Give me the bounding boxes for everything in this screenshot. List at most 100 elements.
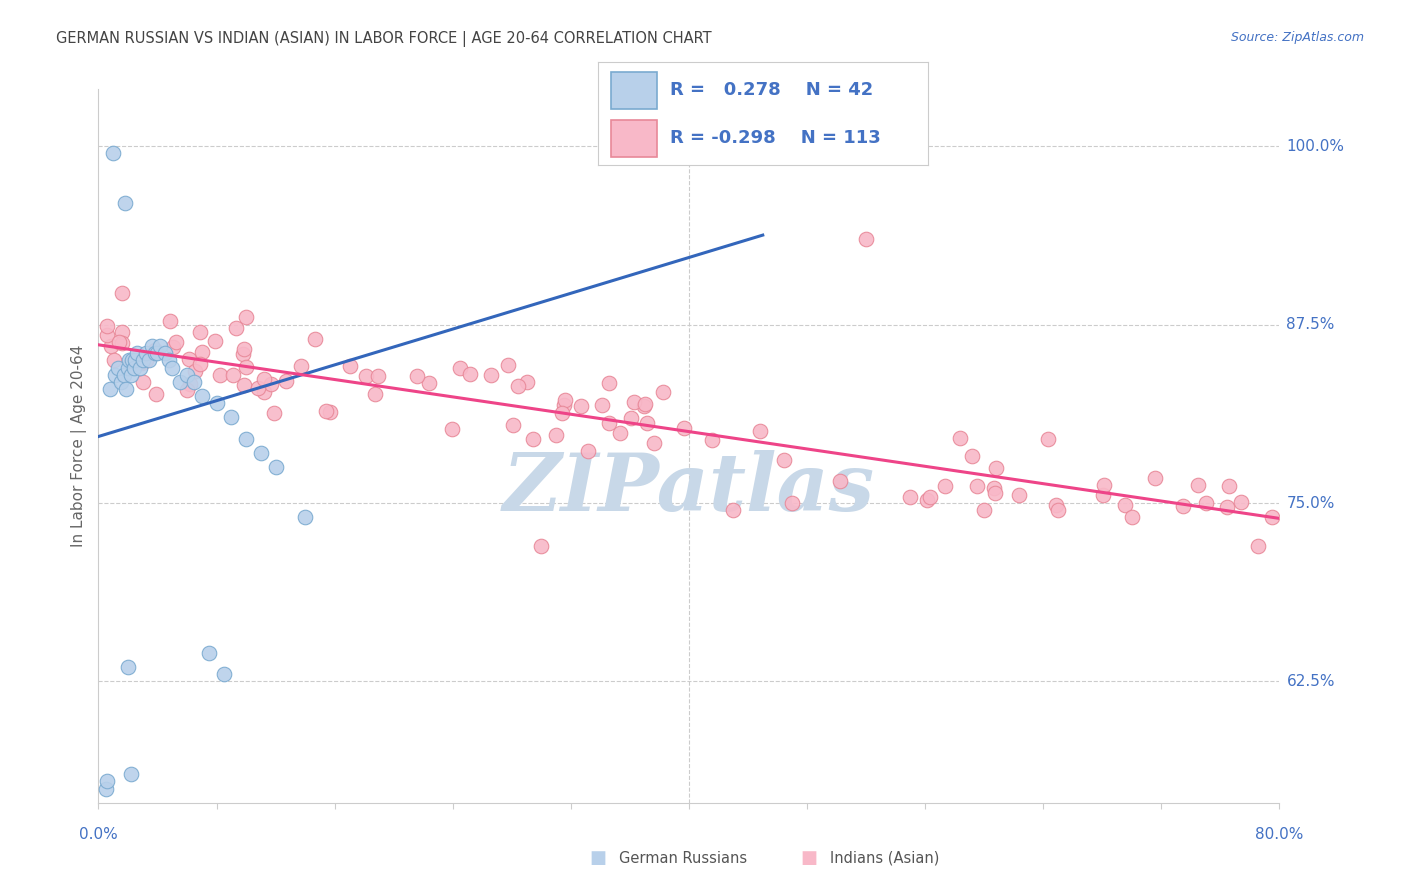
Point — [553, 398, 575, 412]
Point — [252, 384, 274, 399]
Point — [633, 399, 655, 413]
Point — [100, 339, 122, 353]
Point — [1045, 498, 1067, 512]
Point — [773, 453, 796, 467]
Point — [576, 444, 599, 458]
Point — [120, 357, 142, 371]
Text: R = -0.298    N = 113: R = -0.298 N = 113 — [671, 129, 882, 147]
Point — [177, 352, 200, 367]
Text: Source: ZipAtlas.com: Source: ZipAtlas.com — [1230, 31, 1364, 45]
Point — [94, 781, 117, 796]
Text: Indians (Asian): Indians (Asian) — [830, 851, 939, 865]
Text: German Russians: German Russians — [619, 851, 747, 865]
Point — [191, 389, 214, 403]
Point — [96, 328, 118, 343]
Point — [225, 320, 247, 334]
Point — [235, 310, 257, 325]
Point — [118, 353, 141, 368]
Point — [304, 332, 326, 346]
Point — [673, 421, 696, 435]
Point — [496, 358, 519, 372]
Point — [198, 646, 221, 660]
Point — [252, 372, 274, 386]
Point — [569, 399, 592, 413]
Point — [508, 379, 530, 393]
Text: 0.0%: 0.0% — [79, 827, 118, 841]
Point — [1195, 496, 1218, 510]
Point — [191, 345, 214, 359]
Point — [235, 432, 257, 446]
Point — [135, 352, 157, 367]
Point — [522, 432, 544, 446]
Point — [143, 346, 166, 360]
Point — [122, 356, 145, 370]
Point — [120, 767, 142, 781]
Point — [1121, 510, 1143, 524]
Point — [141, 339, 163, 353]
Point — [983, 486, 1005, 500]
Point — [367, 369, 389, 384]
Point — [96, 319, 118, 334]
Point — [546, 428, 568, 442]
Point — [121, 353, 143, 368]
Point — [204, 334, 226, 348]
Text: ■: ■ — [800, 849, 817, 867]
Point — [983, 481, 1005, 495]
FancyBboxPatch shape — [610, 120, 657, 157]
Point — [162, 340, 184, 354]
Point — [176, 368, 198, 382]
Point — [125, 346, 148, 360]
Point — [917, 493, 939, 508]
Point — [176, 383, 198, 397]
Point — [364, 387, 387, 401]
Text: 75.0%: 75.0% — [1286, 496, 1334, 510]
Point — [702, 434, 724, 448]
Point — [554, 392, 576, 407]
Point — [188, 357, 211, 371]
Point — [264, 460, 287, 475]
Point — [145, 343, 167, 357]
Point — [117, 360, 139, 375]
Point — [132, 353, 155, 368]
Point — [114, 196, 136, 211]
Point — [960, 449, 983, 463]
Point — [652, 384, 675, 399]
Point — [290, 359, 312, 373]
Point — [169, 375, 191, 389]
Point — [986, 460, 1008, 475]
Point — [855, 232, 877, 246]
Point — [598, 416, 620, 430]
Point — [1114, 499, 1136, 513]
Point — [406, 368, 429, 383]
Text: GERMAN RUSSIAN VS INDIAN (ASIAN) IN LABOR FORCE | AGE 20-64 CORRELATION CHART: GERMAN RUSSIAN VS INDIAN (ASIAN) IN LABO… — [56, 31, 711, 47]
Point — [112, 368, 135, 382]
Point — [103, 352, 125, 367]
Point — [107, 360, 129, 375]
Point — [441, 422, 464, 436]
Point — [165, 334, 187, 349]
Point — [208, 368, 231, 382]
Point — [1230, 495, 1253, 509]
Point — [205, 396, 228, 410]
Point — [782, 496, 804, 510]
Point — [643, 436, 665, 450]
Point — [620, 410, 643, 425]
Point — [117, 660, 139, 674]
Point — [623, 395, 645, 409]
Point — [159, 314, 181, 328]
Point — [319, 405, 342, 419]
Point — [1171, 499, 1194, 513]
Point — [111, 286, 134, 301]
Point — [260, 377, 283, 392]
Point — [111, 336, 134, 351]
Point — [250, 446, 273, 460]
Point — [749, 424, 772, 438]
Point — [516, 375, 538, 389]
Point — [219, 410, 243, 425]
Text: R =   0.278    N = 42: R = 0.278 N = 42 — [671, 81, 873, 99]
Point — [128, 360, 150, 375]
Point — [1038, 432, 1060, 446]
Point — [598, 376, 620, 390]
Point — [96, 774, 118, 789]
Point — [479, 368, 502, 383]
